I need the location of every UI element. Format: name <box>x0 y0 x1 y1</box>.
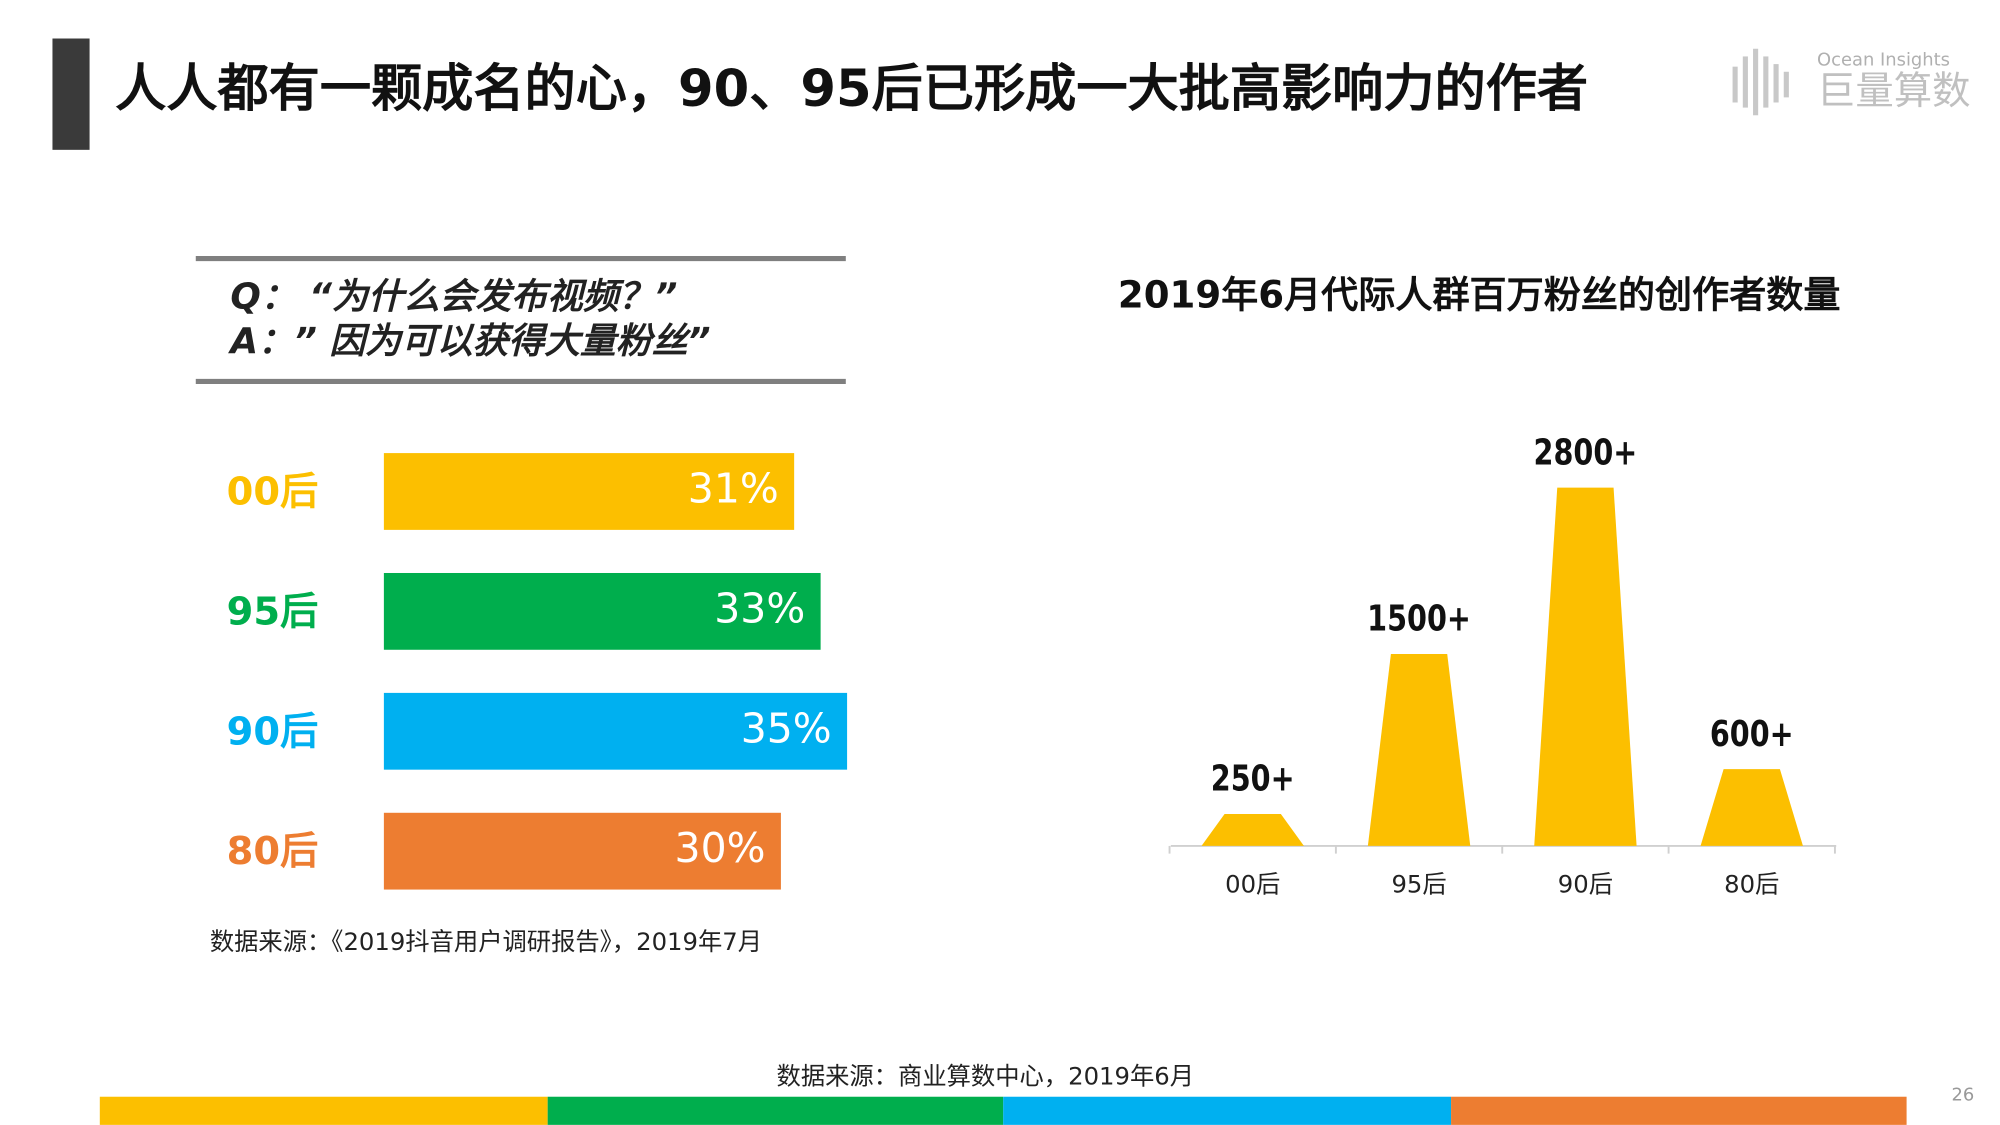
value-label: 33% <box>714 584 805 632</box>
trapezoid-bar <box>1700 769 1803 846</box>
category-label: 80后 <box>227 829 319 874</box>
trapezoid-bar <box>1534 487 1637 846</box>
footer-source: 数据来源：商业算数中心，2019年6月 <box>777 1062 1194 1091</box>
page-number: 26 <box>1951 1084 1974 1105</box>
x-tick-label: 80后 <box>1724 870 1779 899</box>
source: 数据来源：《2019抖音用户调研报告》，2019年7月 <box>210 927 762 956</box>
value-label: 2800+ <box>1534 431 1638 473</box>
value-label: 600+ <box>1710 713 1794 755</box>
category-label: 00后 <box>227 470 319 515</box>
value-label: 1500+ <box>1367 598 1471 640</box>
logo-icon <box>1732 48 1789 116</box>
value-label: 250+ <box>1211 757 1295 799</box>
x-tick-label: 00后 <box>1225 870 1280 899</box>
footer-stripe <box>1003 1096 1452 1125</box>
bar <box>383 812 781 890</box>
footer-stripe <box>547 1096 1004 1125</box>
value-label: 35% <box>741 704 832 752</box>
category-label: 90后 <box>227 709 319 754</box>
question: Q： “为什么会发布视频？” <box>230 276 677 317</box>
slide-title: 人人都有一颗成名的心，90、95后已形成一大批高影响力的作者 <box>115 59 1588 119</box>
bar <box>383 572 821 650</box>
answer: A：” 因为可以获得大量粉丝” <box>227 321 710 362</box>
footer-stripe <box>1451 1096 1907 1125</box>
chart-title: 2019年6月代际人群百万粉丝的创作者数量 <box>1118 273 1841 316</box>
bar <box>383 692 848 770</box>
logo-en: Ocean Insights <box>1817 49 1950 70</box>
category-label: 95后 <box>227 589 319 634</box>
trapezoid-bar <box>1367 653 1471 846</box>
logo-cn: 巨量算数 <box>1817 69 1971 114</box>
title-marker <box>52 38 90 150</box>
trapezoid-bar <box>1201 813 1304 846</box>
value-label: 30% <box>675 824 766 872</box>
value-label: 31% <box>688 464 779 512</box>
footer-stripe <box>99 1096 548 1125</box>
bar <box>383 453 795 530</box>
x-tick-label: 90后 <box>1558 870 1613 899</box>
x-tick-label: 95后 <box>1391 870 1446 899</box>
